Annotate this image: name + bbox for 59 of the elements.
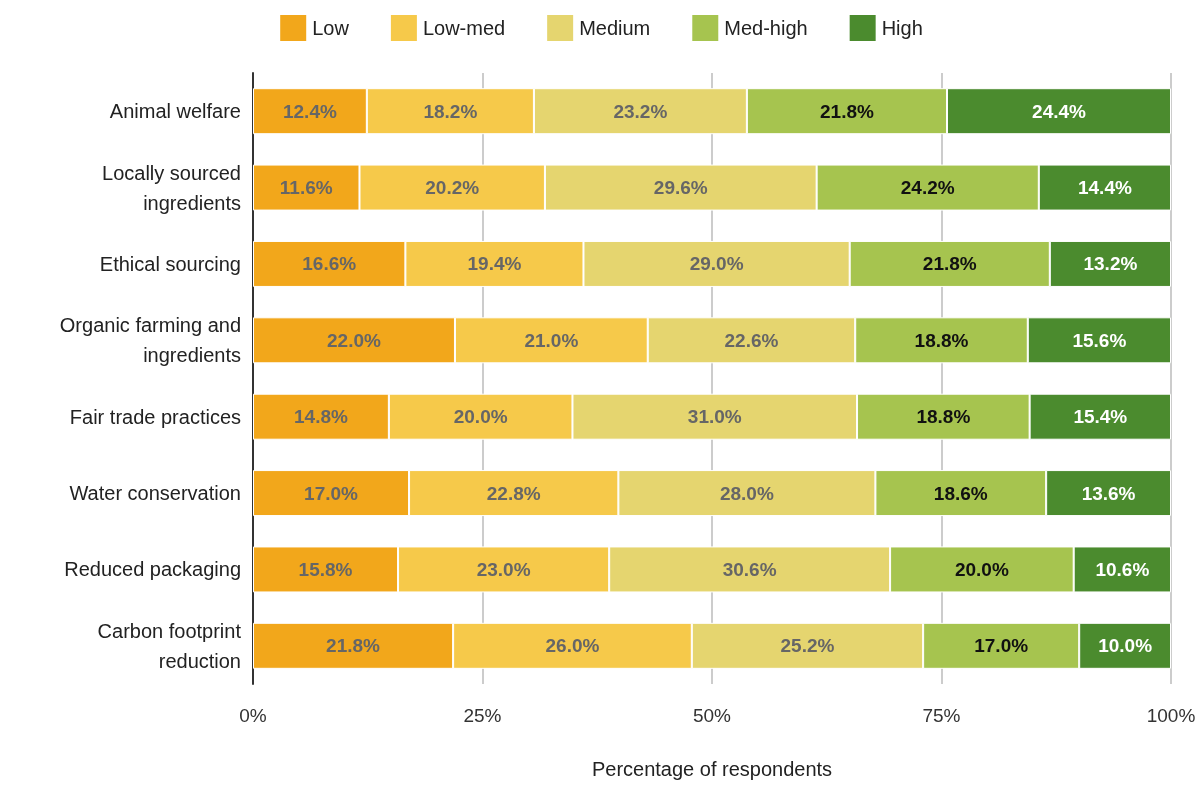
data-label: 21.8% — [326, 635, 381, 657]
data-label: 10.6% — [1095, 558, 1150, 580]
x-tick-label: 0% — [239, 705, 267, 726]
data-label: 21.8% — [922, 253, 977, 275]
y-tick-label: Water conservation — [69, 482, 241, 505]
data-label: 18.6% — [933, 482, 988, 504]
data-label: 12.4% — [282, 100, 337, 122]
data-label: 18.8% — [914, 329, 969, 351]
y-tick-label: Reduced packaging — [64, 558, 241, 581]
data-label: 24.4% — [1032, 100, 1087, 122]
data-label: 24.2% — [900, 177, 955, 199]
data-label: 18.2% — [423, 100, 478, 122]
data-label: 15.6% — [1072, 329, 1127, 351]
data-label: 15.4% — [1073, 406, 1128, 428]
data-label: 26.0% — [545, 635, 600, 657]
x-tick-label: 100% — [1146, 705, 1196, 726]
x-tick-label: 75% — [922, 705, 961, 726]
data-label: 14.8% — [293, 406, 348, 428]
data-label: 31.0% — [687, 406, 742, 428]
y-tick-label: Animal welfare — [109, 100, 241, 123]
data-label: 11.6% — [279, 177, 333, 199]
legend-label: Med-high — [724, 17, 808, 39]
data-label: 23.0% — [476, 558, 531, 580]
data-label: 16.6% — [302, 253, 357, 275]
data-label: 13.2% — [1083, 253, 1138, 275]
data-label: 29.0% — [689, 253, 744, 275]
data-label: 25.2% — [780, 635, 835, 657]
data-label: 28.0% — [719, 482, 774, 504]
data-label: 17.0% — [974, 635, 1029, 657]
data-label: 20.0% — [954, 558, 1009, 580]
data-label: 30.6% — [722, 558, 777, 580]
data-label: 18.8% — [916, 406, 971, 428]
data-label: 14.4% — [1077, 177, 1132, 199]
data-label: 13.6% — [1081, 482, 1136, 504]
legend-label: Medium — [579, 17, 651, 39]
legend-label: Low-med — [422, 17, 506, 39]
y-tick-label: Carbon footprint reduction — [97, 619, 242, 672]
x-tick-label: 50% — [692, 705, 732, 726]
x-tick-label: 25% — [463, 705, 502, 726]
data-label: 23.2% — [613, 100, 668, 122]
y-tick-label: Fair trade practices — [69, 405, 241, 428]
data-label: 19.4% — [467, 253, 522, 275]
data-label: 21.0% — [524, 329, 579, 351]
data-label: 15.8% — [298, 558, 353, 580]
data-label: 17.0% — [304, 482, 359, 504]
data-label: 22.6% — [724, 329, 779, 351]
y-tick-label: Ethical sourcing — [99, 252, 241, 275]
data-label: 22.8% — [486, 482, 541, 504]
data-label: 29.6% — [653, 177, 708, 199]
data-label: 10.0% — [1098, 635, 1153, 657]
y-tick-label: Locally sourced ingredients — [102, 161, 241, 214]
data-label: 22.0% — [327, 329, 382, 351]
legend-label: Low — [312, 17, 350, 39]
data-label: 20.2% — [425, 177, 480, 199]
x-axis-title: Percentage of respondents — [591, 758, 833, 780]
legend-label: High — [881, 17, 923, 39]
y-tick-label: Organic farming and ingredients — [59, 314, 241, 367]
data-label: 21.8% — [820, 100, 874, 122]
data-label: 20.0% — [453, 406, 508, 428]
